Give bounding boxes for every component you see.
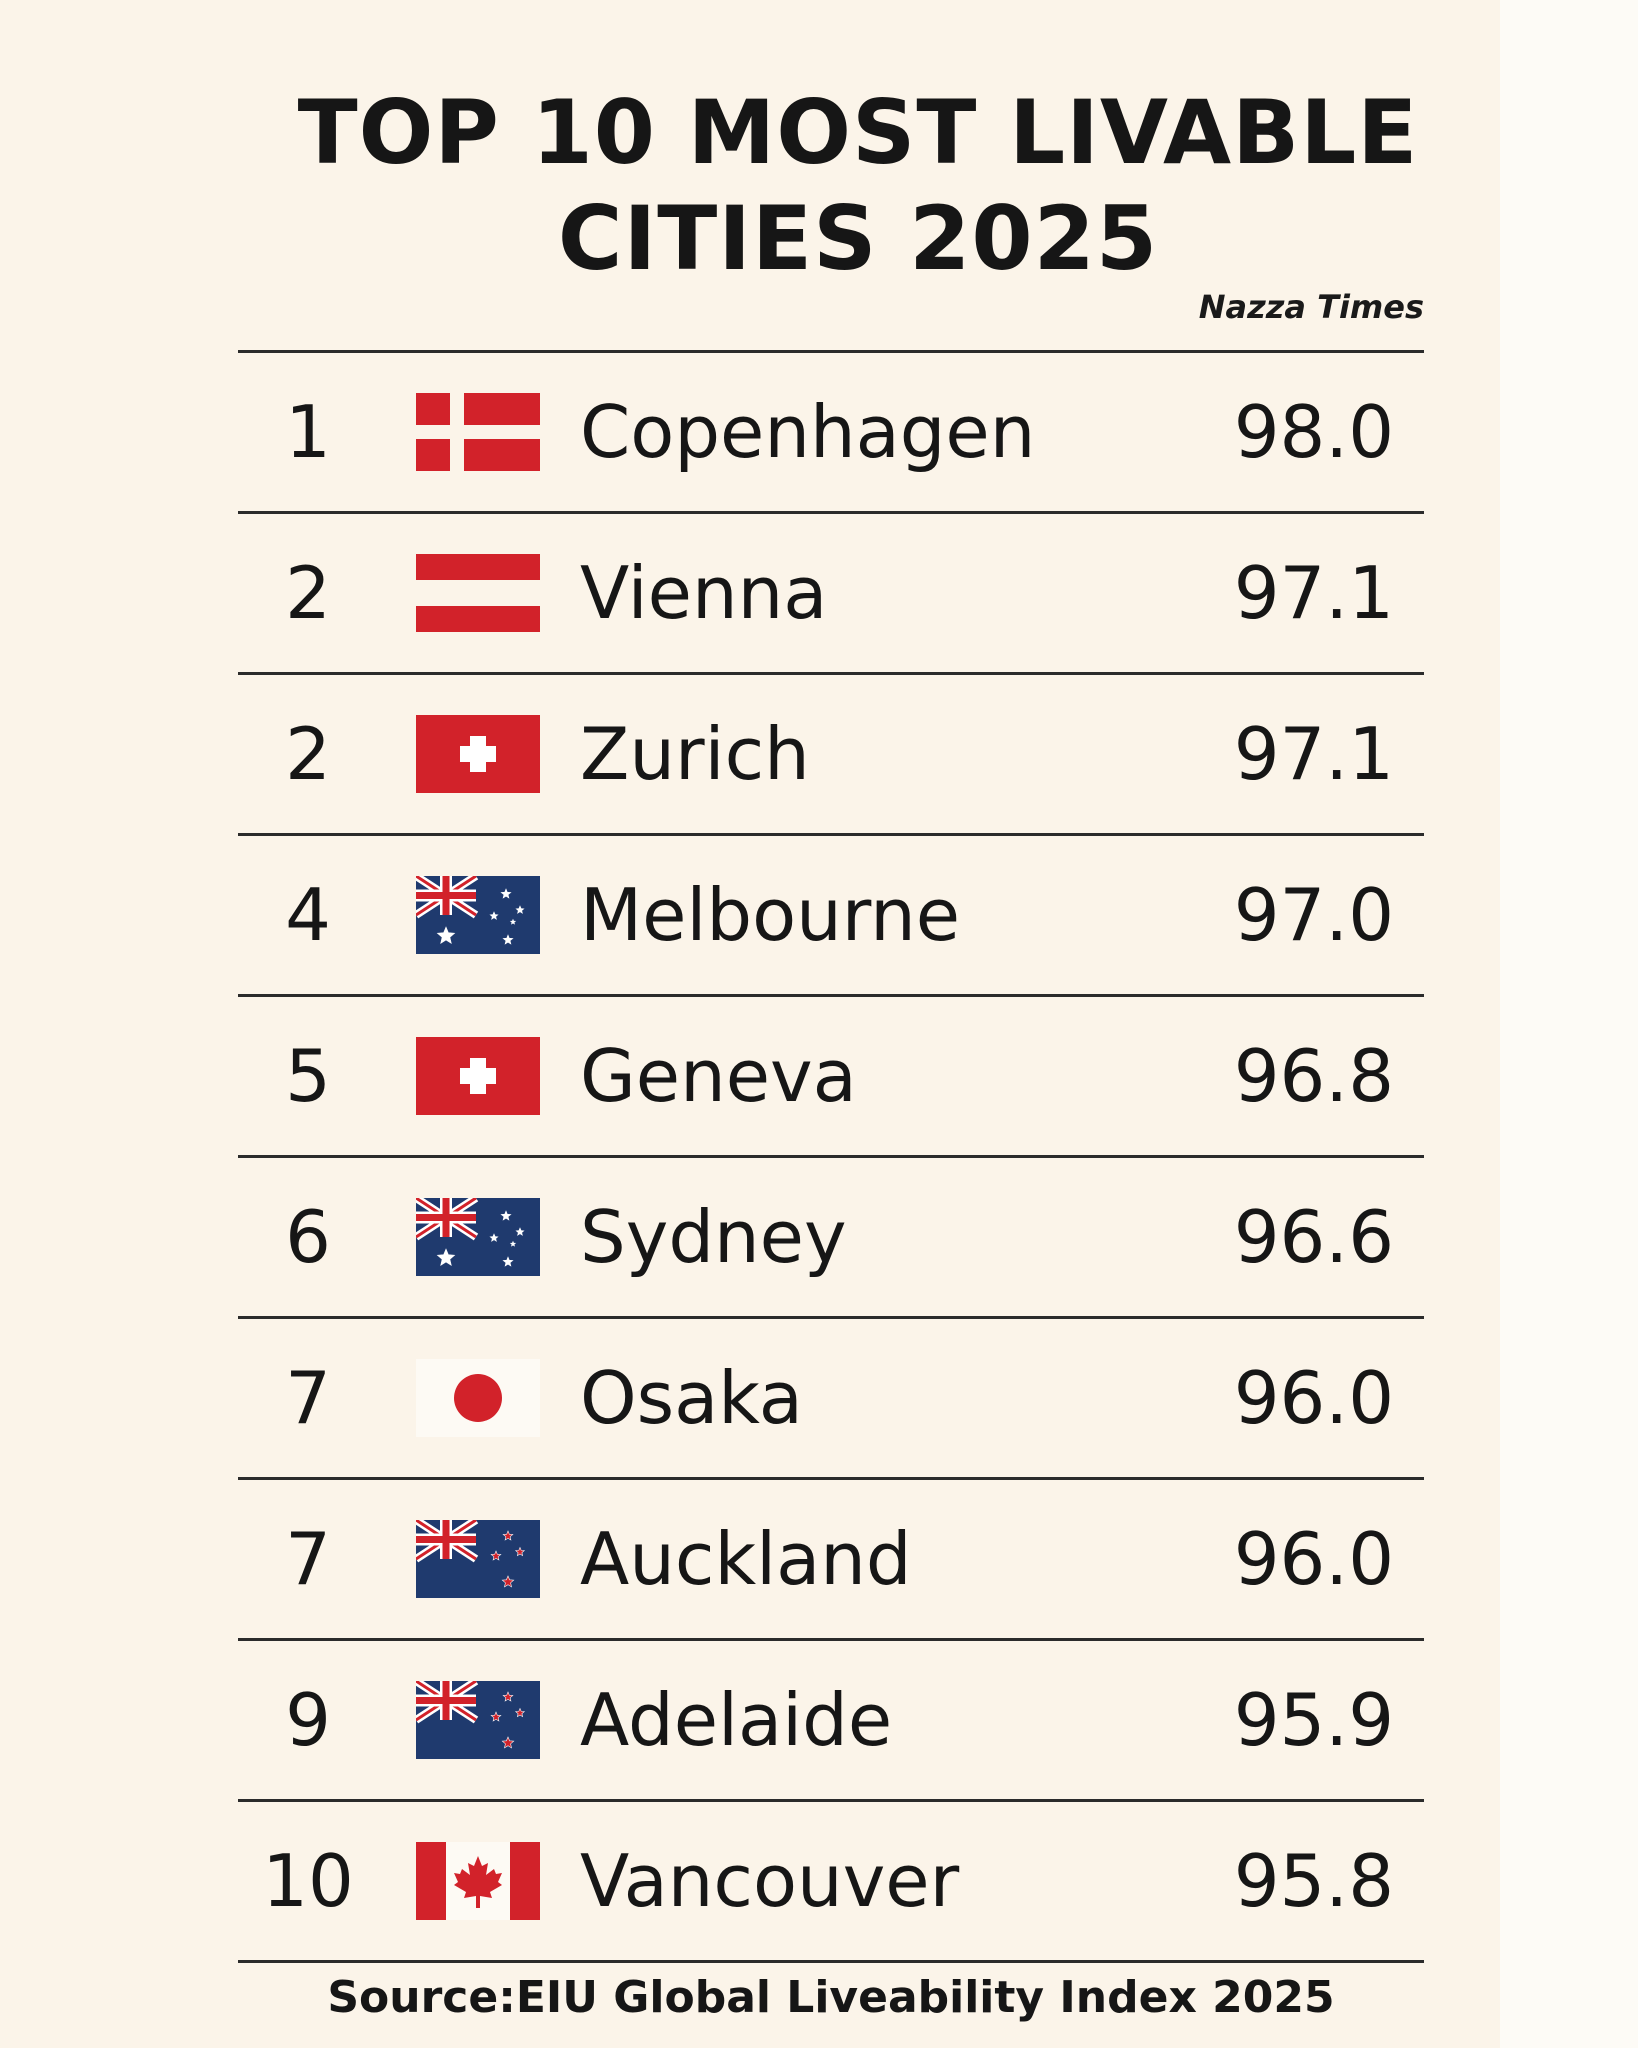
liveability-score: 97.1: [1233, 551, 1394, 635]
table-row: 7 Osaka 96.0: [238, 1319, 1424, 1480]
liveability-score: 98.0: [1233, 390, 1394, 474]
city-name: Melbourne: [580, 873, 961, 957]
rank-number: 5: [285, 1034, 331, 1118]
australia-flag-icon: [416, 876, 540, 954]
rank-number: 2: [285, 712, 331, 796]
city-name: Sydney: [580, 1195, 847, 1279]
source-note: Source:EIU Global Liveability Index 2025: [327, 1972, 1335, 2023]
liveability-score: 97.1: [1233, 712, 1394, 796]
australia-flag-icon: [416, 1198, 540, 1276]
rank-number: 2: [285, 551, 331, 635]
liveability-score: 95.8: [1233, 1839, 1394, 1923]
city-name: Osaka: [580, 1356, 803, 1440]
table-row: 10 Vancouver 95.8: [238, 1802, 1424, 1963]
rank-number: 6: [285, 1195, 331, 1279]
liveability-score: 96.8: [1233, 1034, 1394, 1118]
city-name: Copenhagen: [580, 390, 1036, 474]
rank-number: 7: [285, 1356, 331, 1440]
switzerland-flag-icon: [416, 1037, 540, 1115]
page-title: TOP 10 MOST LIVABLE CITIES 2025: [297, 81, 1419, 290]
table-row: 6 Sydney 96.6: [238, 1158, 1424, 1319]
table-row: 5 Geneva 96.8: [238, 997, 1424, 1158]
rank-number: 9: [285, 1678, 331, 1762]
rank-number: 1: [285, 390, 331, 474]
liveability-score: 96.0: [1233, 1517, 1394, 1601]
table-row: 4 Melbourne 97.0: [238, 836, 1424, 997]
liveability-score: 95.9: [1233, 1678, 1394, 1762]
brand-signature: Nazza Times: [1198, 288, 1424, 326]
switzerland-flag-icon: [416, 715, 540, 793]
japan-flag-icon: [416, 1359, 540, 1437]
liveability-score: 96.6: [1233, 1195, 1394, 1279]
rank-number: 4: [285, 873, 331, 957]
city-name: Geneva: [580, 1034, 857, 1118]
city-name: Vienna: [580, 551, 828, 635]
new-zealand-flag-icon: [416, 1520, 540, 1598]
austria-flag-icon: [416, 554, 540, 632]
city-name: Adelaide: [580, 1678, 893, 1762]
right-edge-strip: [1500, 0, 1638, 2048]
liveability-score: 96.0: [1233, 1356, 1394, 1440]
table-row: 9 Adelaide 95.9: [238, 1641, 1424, 1802]
new-zealand-flag-icon: [416, 1681, 540, 1759]
rank-number: 7: [285, 1517, 331, 1601]
ranking-table: 1 Copenhagen 98.0 2 Vienna 97.1 2 Zurich 97.1…: [238, 350, 1424, 1963]
table-row: 2 Vienna 97.1: [238, 514, 1424, 675]
city-name: Vancouver: [580, 1839, 960, 1923]
table-row: 1 Copenhagen 98.0: [238, 350, 1424, 514]
city-name: Auckland: [580, 1517, 912, 1601]
liveability-score: 97.0: [1233, 873, 1394, 957]
canada-flag-icon: [416, 1842, 540, 1920]
rank-number: 10: [262, 1839, 354, 1923]
city-name: Zurich: [580, 712, 810, 796]
table-row: 2 Zurich 97.1: [238, 675, 1424, 836]
table-row: 7 Auckland 96.0: [238, 1480, 1424, 1641]
denmark-flag-icon: [416, 393, 540, 471]
